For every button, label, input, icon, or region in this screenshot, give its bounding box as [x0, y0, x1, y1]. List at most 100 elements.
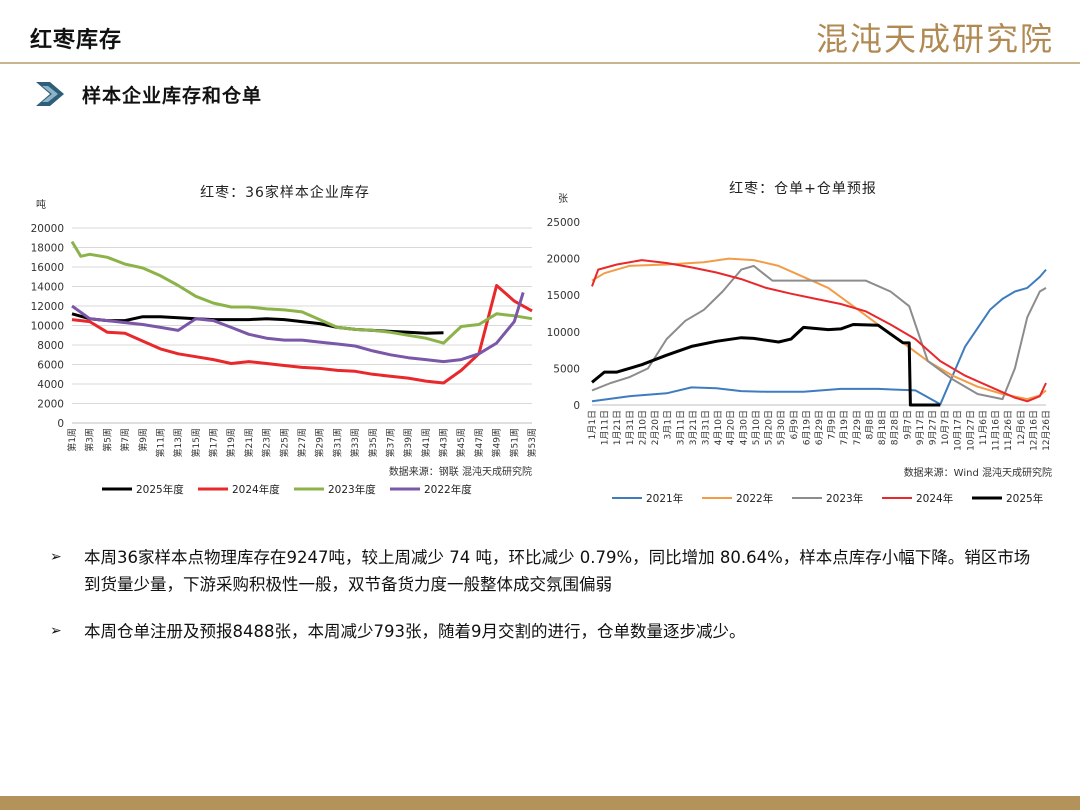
x-tick-label: 3月1日 [663, 410, 674, 439]
x-tick-label: 第1周 [66, 428, 78, 452]
y-tick-label: 15000 [547, 290, 580, 302]
y-tick-label: 12000 [31, 301, 64, 313]
x-tick-label: 第27周 [296, 428, 308, 457]
x-tick-label: 第51周 [508, 428, 520, 457]
x-tick-label: 第45周 [455, 428, 467, 457]
x-tick-label: 12月6日 [1016, 410, 1027, 445]
x-tick-label: 11月16日 [991, 410, 1002, 451]
x-tick-label: 6月19日 [801, 410, 812, 445]
y-tick-label: 4000 [37, 379, 64, 391]
bullet-item: ➢ 本周仓单注册及预报8488张，本周减少793张，随着9月交割的进行，仓单数量… [50, 618, 1034, 645]
x-tick-label: 1月21日 [612, 410, 623, 445]
legend-label: 2023年 [826, 492, 863, 505]
y-tick-label: 6000 [37, 360, 64, 372]
legend-label: 2023年度 [328, 483, 376, 496]
x-tick-label: 第43周 [438, 428, 450, 457]
x-tick-label: 5月10日 [751, 410, 762, 445]
y-tick-label: 8000 [37, 340, 64, 352]
x-tick-label: 12月26日 [1041, 410, 1052, 451]
x-tick-label: 3月31日 [701, 410, 712, 445]
x-tick-label: 1月11日 [600, 410, 611, 445]
y-tick-label: 20000 [31, 223, 64, 235]
x-tick-label: 第47周 [473, 428, 485, 457]
data-source: 数据来源：Wind 混沌天成研究院 [904, 466, 1052, 479]
y-tick-label: 16000 [31, 262, 64, 274]
bullet-item: ➢ 本周36家样本点物理库存在9247吨，较上周减少 74 吨，环比减少 0.7… [50, 544, 1034, 598]
x-tick-label: 1月31日 [625, 410, 636, 445]
x-tick-label: 5月20日 [764, 410, 775, 445]
x-tick-label: 第3周 [84, 428, 96, 452]
y-tick-label: 18000 [31, 243, 64, 255]
x-tick-label: 第13周 [172, 428, 184, 457]
legend-label: 2024年 [916, 492, 953, 505]
x-tick-label: 2月10日 [637, 410, 648, 445]
x-tick-label: 8月8日 [864, 410, 875, 439]
top-rule [0, 62, 1080, 64]
x-tick-label: 第19周 [225, 428, 237, 457]
y-axis-unit: 吨 [36, 198, 46, 211]
y-tick-label: 14000 [31, 282, 64, 294]
x-tick-label: 7月29日 [852, 410, 863, 445]
x-tick-label: 4月20日 [726, 410, 737, 445]
legend-label: 2024年度 [232, 483, 280, 496]
x-tick-label: 1月1日 [587, 410, 598, 439]
legend-label: 2025年 [1006, 492, 1043, 505]
x-tick-label: 第15周 [190, 428, 202, 457]
x-tick-label: 4月10日 [713, 410, 724, 445]
x-tick-label: 第23周 [261, 428, 273, 457]
x-tick-label: 第9周 [137, 428, 149, 452]
y-tick-label: 10000 [547, 327, 580, 339]
bullet-text: 本周36家样本点物理库存在9247吨，较上周减少 74 吨，环比减少 0.79%… [84, 548, 1031, 594]
chevron-right-icon [36, 82, 64, 106]
x-tick-label: 第5周 [101, 428, 113, 452]
x-tick-label: 第33周 [349, 428, 361, 457]
legend-label: 2022年度 [424, 483, 472, 496]
series-line-2022年度 [71, 291, 525, 364]
x-tick-label: 3月21日 [688, 410, 699, 445]
x-tick-label: 9月7日 [902, 410, 913, 439]
x-tick-label: 5月30日 [776, 410, 787, 445]
x-tick-label: 8月28日 [890, 410, 901, 445]
x-tick-label: 9月17日 [915, 410, 926, 445]
x-tick-label: 3月11日 [675, 410, 686, 445]
x-tick-label: 8月18日 [877, 410, 888, 445]
arrow-bullet-icon: ➢ [50, 623, 62, 639]
section-title: 样本企业库存和仓单 [82, 84, 263, 107]
x-tick-label: 第7周 [119, 428, 131, 452]
y-tick-label: 0 [57, 418, 64, 430]
y-tick-label: 25000 [547, 217, 580, 229]
x-tick-label: 2月20日 [650, 410, 661, 445]
y-tick-label: 10000 [31, 321, 64, 333]
x-tick-label: 第35周 [367, 428, 379, 457]
x-tick-label: 12月16日 [1028, 410, 1039, 451]
legend-label: 2025年度 [136, 483, 184, 496]
x-tick-label: 4月30日 [738, 410, 749, 445]
x-tick-label: 10月27日 [965, 410, 976, 451]
y-axis-unit: 张 [558, 193, 568, 205]
arrow-bullet-icon: ➢ [50, 549, 62, 565]
y-tick-label: 0 [573, 400, 580, 412]
page-title: 红枣库存 [30, 28, 123, 53]
x-tick-label: 第41周 [420, 428, 432, 457]
brand-logo: 混沌天成研究院 [815, 20, 1054, 58]
y-tick-label: 5000 [553, 363, 580, 375]
series-line-2024年度 [71, 284, 533, 385]
x-tick-label: 第17周 [208, 428, 220, 457]
x-tick-label: 第53周 [526, 428, 538, 457]
series-line-2023年度 [70, 240, 533, 345]
x-tick-label: 第39周 [402, 428, 414, 457]
footer-bar [0, 796, 1080, 810]
y-tick-label: 2000 [37, 399, 64, 411]
x-tick-label: 第29周 [314, 428, 326, 457]
x-tick-label: 第21周 [243, 428, 255, 457]
data-source: 数据来源：钢联 混沌天成研究院 [389, 465, 532, 478]
x-tick-label: 第25周 [278, 428, 290, 457]
chart-title: 红枣：仓单+仓单预报 [729, 181, 877, 197]
x-tick-label: 第31周 [331, 428, 343, 457]
x-tick-label: 第49周 [491, 428, 503, 457]
series-line-2021年 [591, 268, 1047, 406]
y-tick-label: 20000 [547, 254, 580, 266]
legend-label: 2021年 [646, 492, 683, 505]
